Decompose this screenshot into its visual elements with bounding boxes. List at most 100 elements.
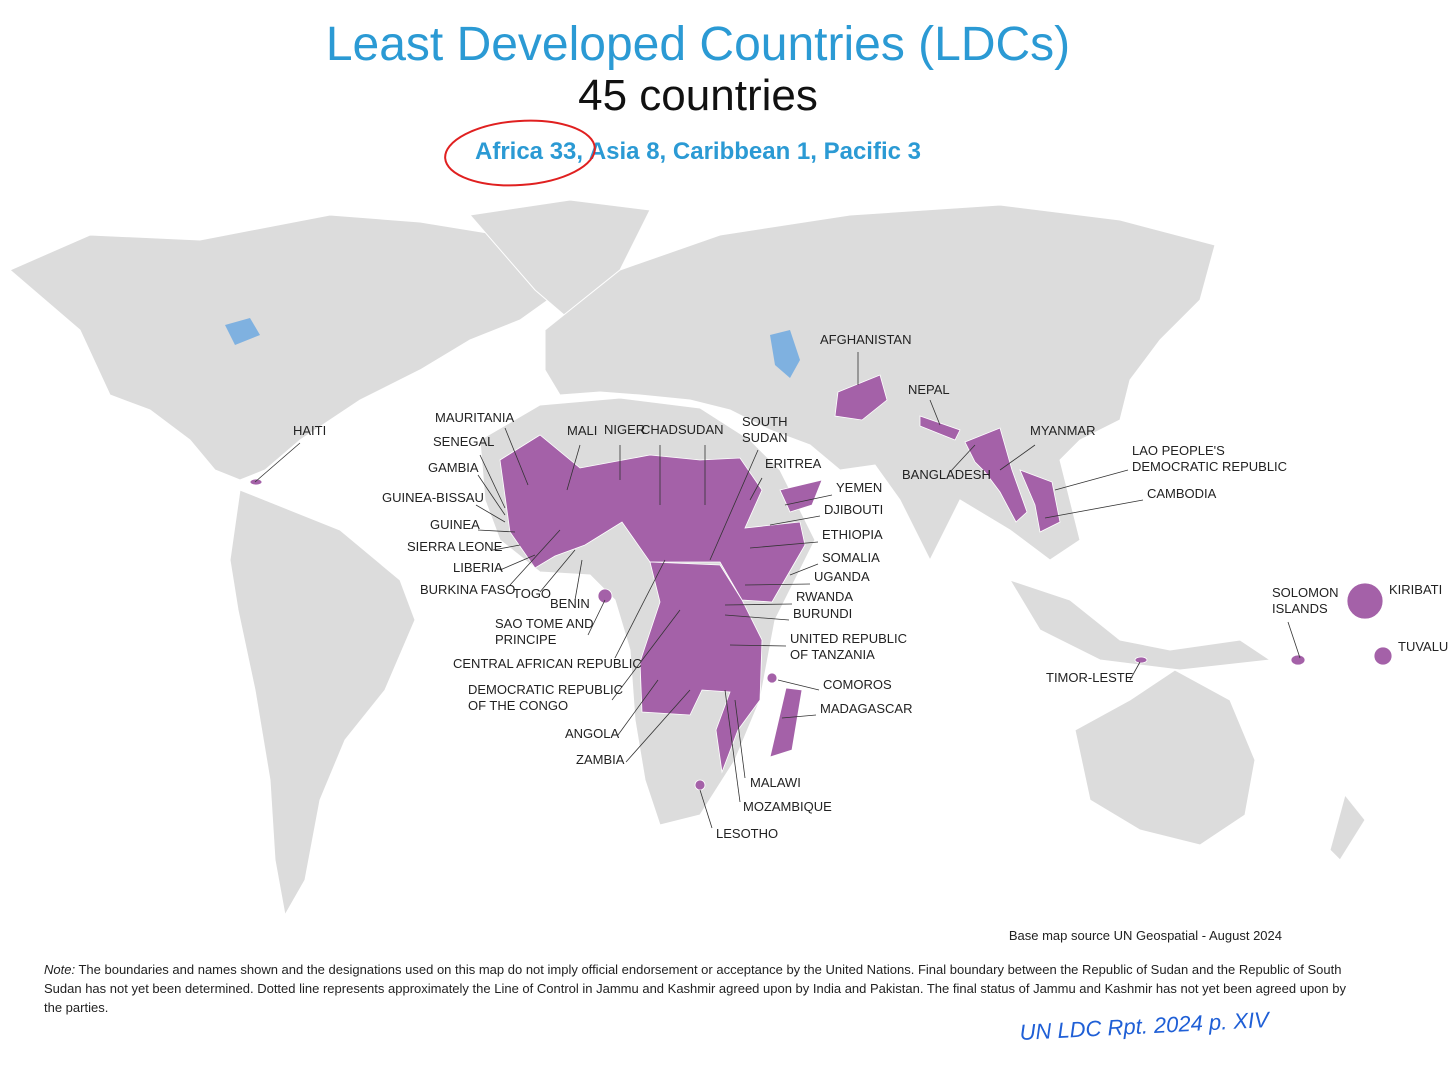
leader-line bbox=[781, 714, 817, 719]
country-label: UGANDA bbox=[814, 569, 870, 584]
country-label: DEMOCRATIC REPUBLIC bbox=[468, 682, 623, 697]
country-label: BURKINA FASO bbox=[420, 582, 515, 597]
country-label: HAITI bbox=[293, 423, 326, 438]
country-label: OF TANZANIA bbox=[790, 647, 875, 662]
country-label: YEMEN bbox=[836, 480, 882, 495]
country-label: UNITED REPUBLIC bbox=[790, 631, 907, 646]
leader-line bbox=[789, 563, 819, 576]
great-lakes bbox=[225, 318, 260, 345]
country-label: DEMOCRATIC REPUBLIC bbox=[1132, 459, 1287, 474]
country-label: OF THE CONGO bbox=[468, 698, 568, 713]
leader-line bbox=[509, 529, 561, 586]
leader-line bbox=[724, 603, 793, 606]
country-label: GUINEA bbox=[430, 517, 480, 532]
country-label: SENEGAL bbox=[433, 434, 494, 449]
leader-line bbox=[699, 789, 713, 829]
subtitle: 45 countries bbox=[578, 71, 818, 120]
country-label: LESOTHO bbox=[716, 826, 778, 841]
leader-line bbox=[929, 399, 941, 426]
leader-line bbox=[587, 599, 606, 636]
country-label: BURUNDI bbox=[793, 606, 852, 621]
leader-line bbox=[479, 454, 506, 509]
country-label: CENTRAL AFRICAN REPUBLIC bbox=[453, 656, 642, 671]
country-label: SUDAN bbox=[678, 422, 724, 437]
leader-line bbox=[1287, 621, 1301, 659]
country-label: ETHIOPIA bbox=[822, 527, 883, 542]
country-label: SIERRA LEONE bbox=[407, 539, 503, 554]
country-label: MADAGASCAR bbox=[820, 701, 912, 716]
country-labels: AFGHANISTAN NEPAL MYANMAR BANGLADESH LAO PEO… bbox=[254, 332, 1448, 841]
country-label: MOZAMBIQUE bbox=[743, 799, 832, 814]
country-label: PRINCIPE bbox=[495, 632, 557, 647]
country-label: DJIBOUTI bbox=[824, 502, 883, 517]
leader-line bbox=[1054, 469, 1129, 491]
leader-line bbox=[614, 559, 666, 659]
country-label: ZAMBIA bbox=[576, 752, 625, 767]
leader-line bbox=[749, 541, 819, 549]
leader-line bbox=[777, 679, 820, 691]
leader-line bbox=[784, 494, 833, 506]
country-label: BENIN bbox=[550, 596, 590, 611]
country-label: BANGLADESH bbox=[902, 467, 991, 482]
region-breakdown: Africa 33, Asia 8, Caribbean 1, Pacific … bbox=[475, 138, 921, 165]
leader-line bbox=[749, 477, 763, 501]
caspian-sea bbox=[770, 330, 800, 378]
country-label: TUVALU bbox=[1398, 639, 1448, 654]
country-label: COMOROS bbox=[823, 677, 892, 692]
country-label: AFGHANISTAN bbox=[820, 332, 912, 347]
leader-line bbox=[617, 679, 659, 736]
country-label: MAURITANIA bbox=[435, 410, 515, 425]
country-label: SOMALIA bbox=[822, 550, 880, 565]
note-text: The boundaries and names shown and the d… bbox=[44, 962, 1346, 1015]
leader-line bbox=[744, 583, 811, 586]
country-label: MALAWI bbox=[750, 775, 801, 790]
country-label: TIMOR-LESTE bbox=[1046, 670, 1134, 685]
leader-line bbox=[949, 444, 976, 473]
country-label: GUINEA-BISSAU bbox=[382, 490, 484, 505]
leader-line bbox=[566, 444, 581, 491]
country-label: ISLANDS bbox=[1272, 601, 1328, 616]
leader-line bbox=[574, 559, 583, 601]
country-label: KIRIBATI bbox=[1389, 582, 1442, 597]
leader-line bbox=[611, 609, 681, 701]
country-label: MYANMAR bbox=[1030, 423, 1095, 438]
country-label: ANGOLA bbox=[565, 726, 620, 741]
title: Least Developed Countries (LDCs) bbox=[326, 18, 1070, 71]
leader-line bbox=[724, 614, 790, 621]
leader-line bbox=[724, 689, 741, 803]
leader-line bbox=[504, 427, 529, 486]
leader-line bbox=[254, 442, 301, 483]
leader-line bbox=[999, 444, 1036, 471]
leader-line bbox=[729, 644, 787, 647]
leader-line bbox=[539, 549, 576, 593]
map-source: Base map source UN Geospatial - August 2… bbox=[1009, 928, 1282, 943]
country-label: SOLOMON bbox=[1272, 585, 1338, 600]
country-label: CAMBODIA bbox=[1147, 486, 1217, 501]
leader-line bbox=[475, 504, 506, 523]
country-label: LAO PEOPLE'S bbox=[1132, 443, 1225, 458]
ldc-areas bbox=[249, 374, 1393, 791]
leader-line bbox=[709, 449, 759, 561]
country-label: LIBERIA bbox=[453, 560, 503, 575]
leader-line bbox=[492, 544, 521, 551]
country-label: RWANDA bbox=[796, 589, 853, 604]
note: Note: The boundaries and names shown and… bbox=[44, 960, 1364, 1017]
leader-line bbox=[477, 474, 506, 516]
leader-line bbox=[1044, 499, 1144, 519]
leader-line bbox=[477, 529, 516, 533]
leader-line bbox=[1129, 661, 1141, 681]
leader-line bbox=[769, 515, 821, 526]
leader-line bbox=[734, 699, 746, 779]
note-label: Note: bbox=[44, 962, 76, 977]
country-label: SAO TOME AND bbox=[495, 616, 594, 631]
country-label: SUDAN bbox=[742, 430, 788, 445]
country-label: NEPAL bbox=[908, 382, 950, 397]
country-label: TOGO bbox=[513, 586, 551, 601]
country-label: ERITREA bbox=[765, 456, 822, 471]
country-label: SOUTH bbox=[742, 414, 788, 429]
country-label: CHAD bbox=[641, 422, 678, 437]
country-label: GAMBIA bbox=[428, 460, 479, 475]
leader-line bbox=[625, 689, 691, 763]
